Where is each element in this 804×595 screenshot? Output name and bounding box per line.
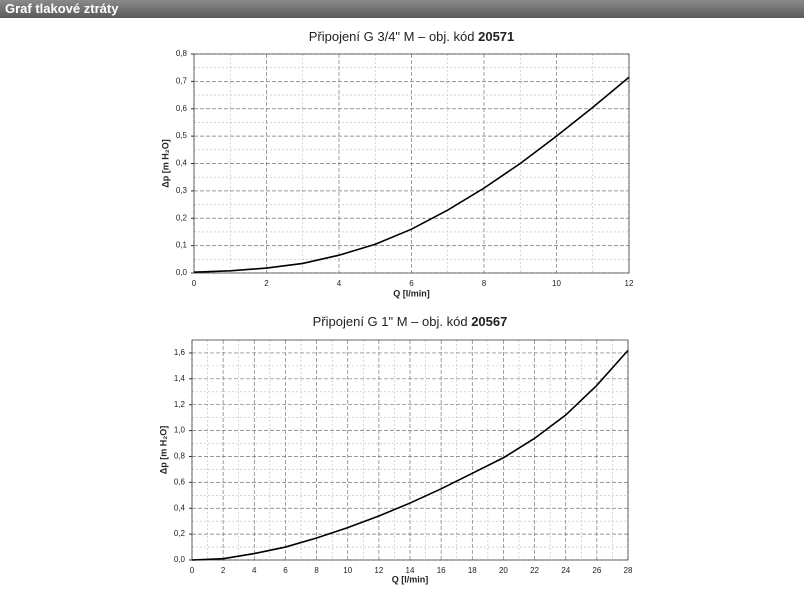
data-line xyxy=(191,349,629,561)
x-tick-label: 8 xyxy=(314,566,319,575)
x-tick-label: 24 xyxy=(561,566,570,575)
title-text: Připojení G 1" M – obj. kód xyxy=(313,314,468,329)
x-tick-label: 22 xyxy=(530,566,539,575)
y-tick-label: 0,7 xyxy=(176,76,188,85)
x-tick-label: 16 xyxy=(437,566,446,575)
title-text: Připojení G 3/4" M – obj. kód xyxy=(309,29,475,44)
x-tick-label: 18 xyxy=(468,566,477,575)
y-tick-label: 0,2 xyxy=(176,213,188,222)
plot-frame xyxy=(193,53,630,274)
y-tick-label: 0,6 xyxy=(174,477,186,486)
y-tick-label: 1,6 xyxy=(174,348,186,357)
x-tick-label: 12 xyxy=(625,279,634,288)
y-tick-label: 0,5 xyxy=(176,131,188,140)
title-code: 20567 xyxy=(471,314,507,329)
y-axis-label: Δp [m H₂O] xyxy=(158,426,168,474)
y-tick-label: 0,0 xyxy=(176,268,188,277)
x-tick-label: 4 xyxy=(252,566,257,575)
x-tick-label: 8 xyxy=(482,279,487,288)
y-tick-label: 0,8 xyxy=(176,49,188,58)
y-tick-label: 1,0 xyxy=(174,426,186,435)
y-tick-label: 1,2 xyxy=(174,400,186,409)
x-tick-label: 6 xyxy=(409,279,414,288)
y-tick-label: 0,6 xyxy=(176,104,188,113)
plot-frame xyxy=(191,339,629,561)
y-tick-label: 0,3 xyxy=(176,186,188,195)
x-tick-label: 0 xyxy=(192,279,197,288)
x-tick-label: 10 xyxy=(552,279,561,288)
x-tick-label: 2 xyxy=(264,279,269,288)
x-tick-label: 26 xyxy=(592,566,601,575)
y-tick-label: 1,4 xyxy=(174,374,186,383)
x-tick-label: 14 xyxy=(406,566,415,575)
y-tick-label: 0,8 xyxy=(174,452,186,461)
x-tick-label: 28 xyxy=(624,566,633,575)
header-title: Graf tlakové ztráty xyxy=(0,0,804,18)
y-tick-label: 0,4 xyxy=(174,503,186,512)
x-tick-label: 20 xyxy=(499,566,508,575)
y-axis-label: Δp [m H₂O] xyxy=(160,139,170,187)
x-tick-label: 12 xyxy=(374,566,383,575)
x-tick-label: 6 xyxy=(283,566,288,575)
data-line xyxy=(193,76,630,273)
y-tick-label: 0,2 xyxy=(174,529,186,538)
chart-title: Připojení G 3/4" M – obj. kód 20571 xyxy=(309,29,515,44)
y-tick-label: 0,0 xyxy=(174,555,186,564)
y-tick-label: 0,4 xyxy=(176,159,188,168)
x-tick-label: 2 xyxy=(221,566,226,575)
x-tick-label: 10 xyxy=(343,566,352,575)
x-tick-label: 4 xyxy=(337,279,342,288)
x-axis-label: Q [l/min] xyxy=(392,574,429,584)
title-code: 20571 xyxy=(478,29,514,44)
y-tick-label: 0,1 xyxy=(176,241,188,250)
x-axis-label: Q [l/min] xyxy=(393,288,430,298)
chart-title: Připojení G 1" M – obj. kód 20567 xyxy=(313,314,508,329)
x-tick-label: 0 xyxy=(190,566,195,575)
